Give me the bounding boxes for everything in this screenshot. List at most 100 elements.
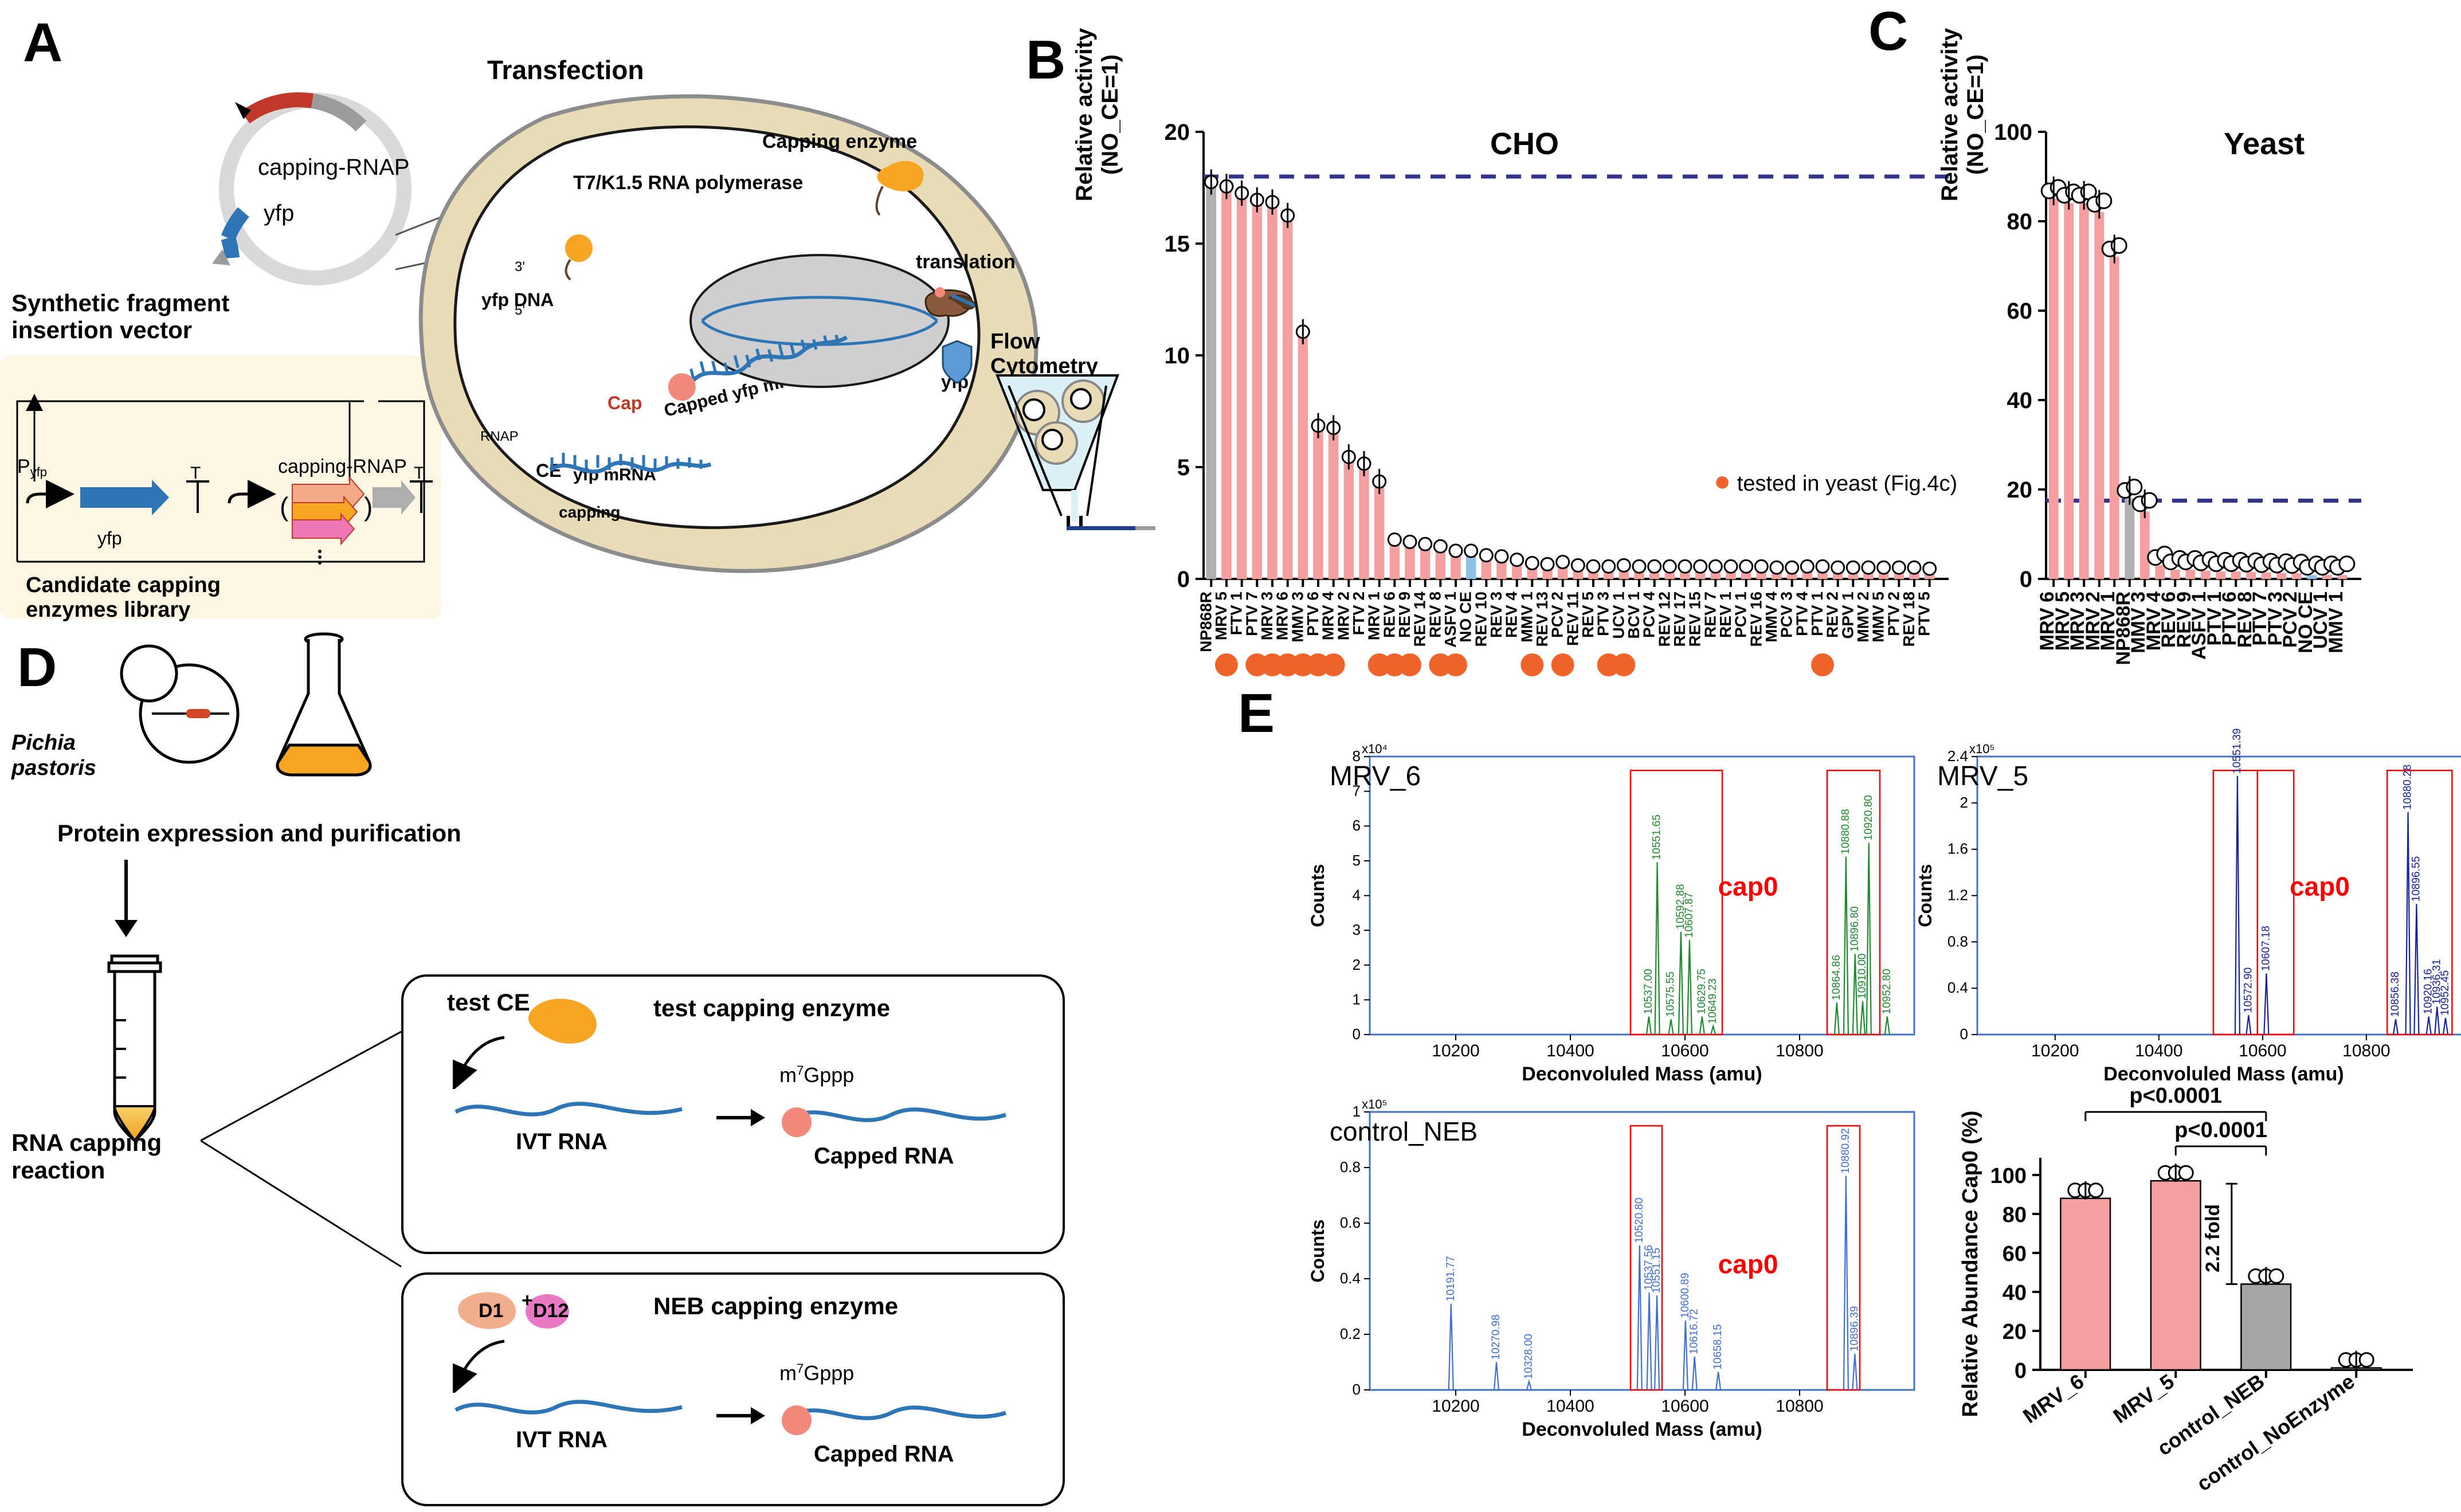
svg-text:10328.00: 10328.00 — [1523, 1334, 1535, 1379]
svg-text:0.6: 0.6 — [1340, 1214, 1361, 1231]
svg-text:100: 100 — [1990, 1164, 2027, 1188]
svg-text:10200: 10200 — [2031, 1041, 2079, 1060]
svg-text:10629.75: 10629.75 — [1696, 969, 1708, 1014]
svg-text:2: 2 — [1353, 956, 1361, 973]
svg-text:0.2: 0.2 — [1340, 1325, 1361, 1342]
svg-text:2: 2 — [1960, 794, 1968, 811]
svg-text:): ) — [364, 492, 373, 522]
svg-text:x10⁵: x10⁵ — [1362, 1097, 1388, 1111]
svg-text:T: T — [190, 464, 201, 483]
svg-text:cap0: cap0 — [2290, 872, 2350, 902]
svg-text:15: 15 — [1165, 232, 1190, 257]
svg-text:D12: D12 — [533, 1300, 569, 1322]
svg-text:10658.15: 10658.15 — [1712, 1324, 1724, 1369]
svg-text:40: 40 — [2007, 388, 2033, 413]
svg-text:control_NoEnzyme: control_NoEnzyme — [2192, 1369, 2359, 1496]
svg-text:10880.88: 10880.88 — [1840, 809, 1852, 854]
svg-text:10572.90: 10572.90 — [2242, 967, 2254, 1013]
svg-text:1: 1 — [1353, 990, 1361, 1008]
svg-text:D1: D1 — [479, 1300, 503, 1322]
svg-text:60: 60 — [2007, 299, 2033, 324]
svg-text:0: 0 — [2020, 567, 2032, 592]
svg-text:Deconvoluled Mass (amu): Deconvoluled Mass (amu) — [2103, 1063, 2344, 1085]
svg-text:p<0.0001: p<0.0001 — [2174, 1118, 2267, 1142]
svg-text:10400: 10400 — [1546, 1041, 1594, 1060]
svg-text:1.6: 1.6 — [1947, 840, 1968, 857]
svg-text:cap0: cap0 — [1718, 872, 1778, 902]
svg-text:10551.65: 10551.65 — [1651, 814, 1663, 860]
svg-text:1.2: 1.2 — [1947, 887, 1968, 904]
svg-text:20: 20 — [2002, 1320, 2027, 1344]
svg-text:0.8: 0.8 — [1340, 1158, 1361, 1176]
svg-text:80: 80 — [2007, 209, 2033, 234]
svg-text:10800: 10800 — [1776, 1397, 1823, 1416]
svg-text:10880.28: 10880.28 — [2402, 765, 2414, 810]
svg-text:10400: 10400 — [1546, 1397, 1594, 1416]
svg-text:10551.39: 10551.39 — [2231, 728, 2243, 774]
svg-text:10896.39: 10896.39 — [1848, 1306, 1860, 1352]
svg-text:10551.15: 10551.15 — [1651, 1248, 1663, 1293]
svg-text:10607.87: 10607.87 — [1683, 892, 1695, 938]
svg-text:Counts: Counts — [1307, 1219, 1328, 1282]
svg-text:10607.18: 10607.18 — [2260, 926, 2272, 971]
svg-text:MRV_6: MRV_6 — [1330, 761, 1421, 792]
svg-text:cap0: cap0 — [1718, 1249, 1778, 1279]
svg-text:5: 5 — [1177, 455, 1190, 480]
svg-text:0: 0 — [1353, 1025, 1361, 1043]
svg-text:10: 10 — [1165, 343, 1190, 369]
svg-text:Deconvoluled Mass (amu): Deconvoluled Mass (amu) — [1522, 1419, 1762, 1440]
svg-text:10952.45: 10952.45 — [2439, 970, 2451, 1016]
svg-text:control_NEB: control_NEB — [1330, 1117, 1478, 1146]
svg-text:10649.23: 10649.23 — [1707, 978, 1719, 1024]
svg-text:capping-RNAP: capping-RNAP — [278, 456, 407, 477]
svg-text:10880.92: 10880.92 — [1840, 1128, 1852, 1173]
svg-text:10200: 10200 — [1432, 1041, 1479, 1060]
svg-text:80: 80 — [2002, 1203, 2027, 1227]
svg-text:x10⁵: x10⁵ — [1969, 742, 1995, 756]
svg-text:10616.72: 10616.72 — [1688, 1309, 1700, 1354]
svg-text:10864.86: 10864.86 — [1831, 955, 1843, 1000]
svg-text:10600: 10600 — [2239, 1041, 2286, 1060]
svg-text:10920.80: 10920.80 — [1863, 795, 1875, 840]
svg-text:10800: 10800 — [2342, 1041, 2390, 1060]
svg-text:60: 60 — [2002, 1242, 2027, 1266]
svg-text:Pyfp: Pyfp — [17, 456, 47, 479]
svg-text:6: 6 — [1353, 817, 1361, 834]
svg-text:10800: 10800 — [1776, 1041, 1823, 1060]
svg-text:10537.00: 10537.00 — [1643, 969, 1655, 1014]
svg-text:20: 20 — [2007, 477, 2033, 503]
svg-text:Relative Abundance Cap0 (%): Relative Abundance Cap0 (%) — [1958, 1111, 1982, 1417]
svg-text:0: 0 — [1177, 567, 1190, 592]
svg-text:0: 0 — [1353, 1381, 1361, 1398]
svg-text:0.8: 0.8 — [1947, 933, 1968, 950]
svg-text:40: 40 — [2002, 1281, 2027, 1305]
svg-text:MRV_5: MRV_5 — [1937, 761, 2028, 792]
svg-text:p<0.0001: p<0.0001 — [2129, 1084, 2222, 1108]
svg-text:MRV_5: MRV_5 — [2109, 1369, 2178, 1428]
svg-text:10896.80: 10896.80 — [1849, 906, 1861, 951]
svg-text:MMV 1: MMV 1 — [2325, 592, 2347, 653]
svg-text:Counts: Counts — [1915, 864, 1935, 927]
svg-text:Deconvoluled Mass (amu): Deconvoluled Mass (amu) — [1522, 1063, 1762, 1085]
svg-text:10952.80: 10952.80 — [1881, 969, 1893, 1014]
svg-text:10191.77: 10191.77 — [1445, 1256, 1457, 1301]
svg-text:10200: 10200 — [1432, 1397, 1479, 1416]
svg-text:100: 100 — [1994, 120, 2032, 145]
svg-text:+: + — [522, 1290, 533, 1311]
svg-text:10600: 10600 — [1661, 1397, 1708, 1416]
svg-text:10856.38: 10856.38 — [2389, 972, 2401, 1017]
svg-text:0: 0 — [1960, 1025, 1968, 1043]
svg-text:0.4: 0.4 — [1340, 1270, 1361, 1287]
svg-text:20: 20 — [1165, 120, 1190, 145]
svg-text:MRV_6: MRV_6 — [2019, 1369, 2088, 1428]
svg-text:10600: 10600 — [1661, 1041, 1708, 1060]
svg-text:10575.55: 10575.55 — [1665, 972, 1677, 1017]
svg-text:x10⁴: x10⁴ — [1362, 742, 1388, 756]
svg-text:3: 3 — [1353, 921, 1361, 938]
svg-text:4: 4 — [1353, 887, 1361, 904]
svg-text:(: ( — [280, 492, 289, 522]
svg-text:Counts: Counts — [1307, 864, 1328, 927]
svg-text:capping-RNAP: capping-RNAP — [258, 155, 410, 180]
svg-text:10270.98: 10270.98 — [1490, 1314, 1502, 1360]
svg-text:10400: 10400 — [2135, 1041, 2182, 1060]
